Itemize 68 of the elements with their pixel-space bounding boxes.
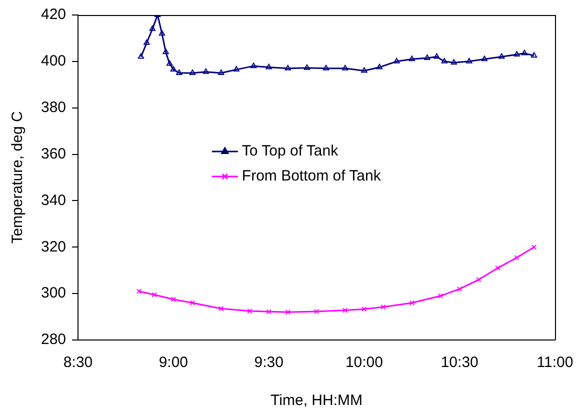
point xyxy=(514,254,520,260)
x-tick-label: 8:30 xyxy=(63,354,93,372)
point xyxy=(266,309,272,314)
point xyxy=(322,64,330,70)
x-tick-label: 9:00 xyxy=(158,354,188,372)
point xyxy=(149,25,156,31)
point xyxy=(170,296,176,302)
legend-label: To Top of Tank xyxy=(242,142,339,160)
point xyxy=(408,56,416,62)
legend-label: From Bottom of Tank xyxy=(242,168,382,185)
point xyxy=(380,304,386,310)
point xyxy=(285,310,291,315)
y-tick-label: 300 xyxy=(40,284,66,302)
y-tick-label: 360 xyxy=(40,145,66,162)
point xyxy=(218,70,224,76)
y-tick-label: 280 xyxy=(40,331,66,348)
point xyxy=(152,292,157,298)
point xyxy=(498,53,505,59)
point xyxy=(481,56,488,62)
point xyxy=(189,70,196,76)
x-tick-label: 11:00 xyxy=(536,354,574,372)
point xyxy=(438,293,444,299)
point xyxy=(424,54,430,60)
point xyxy=(441,58,448,64)
point xyxy=(476,277,482,282)
point xyxy=(166,60,173,66)
point xyxy=(284,64,291,70)
y-tick-label: 400 xyxy=(40,52,66,70)
point xyxy=(218,306,224,312)
point xyxy=(361,67,368,73)
y-tick-label: 380 xyxy=(40,99,66,116)
point xyxy=(190,300,196,306)
point xyxy=(170,66,177,72)
point xyxy=(376,64,383,70)
point xyxy=(456,286,462,292)
point xyxy=(158,30,166,36)
point xyxy=(247,308,252,314)
point xyxy=(144,39,150,45)
y-tick-label: 420 xyxy=(40,6,66,24)
point xyxy=(521,50,528,56)
point xyxy=(176,70,182,76)
point xyxy=(250,62,257,68)
point xyxy=(530,52,538,58)
point xyxy=(162,48,169,54)
point xyxy=(434,53,440,59)
point xyxy=(409,300,415,306)
point xyxy=(233,66,240,72)
point xyxy=(531,244,537,250)
x-tick-label: 9:30 xyxy=(254,354,284,372)
point xyxy=(466,58,472,64)
point xyxy=(495,265,500,271)
point xyxy=(202,68,209,74)
point xyxy=(314,308,320,314)
point xyxy=(342,308,348,313)
x-tick-label: 10:30 xyxy=(440,354,478,372)
x-tick-label: 10:00 xyxy=(345,354,383,372)
point xyxy=(450,59,457,65)
y-axis-title: Temperature, deg C xyxy=(9,111,26,244)
x-axis-title: Time, HH:MM xyxy=(270,392,362,410)
point xyxy=(304,64,310,70)
point xyxy=(362,306,367,312)
point xyxy=(394,58,400,64)
point xyxy=(342,64,348,70)
y-tick-label: 340 xyxy=(40,192,66,209)
y-tick-label: 320 xyxy=(40,238,66,256)
point xyxy=(138,53,144,59)
point xyxy=(266,64,272,70)
point xyxy=(514,50,520,56)
